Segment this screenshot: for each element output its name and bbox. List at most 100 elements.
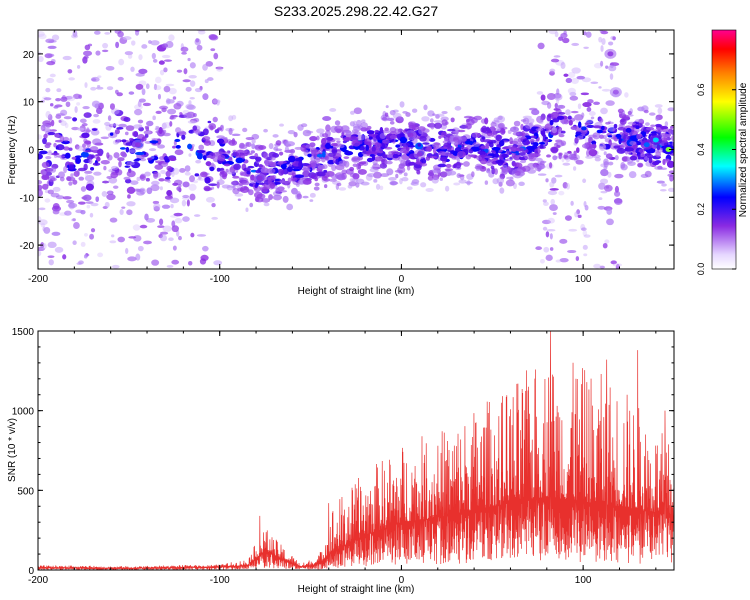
spectrogram-cell <box>38 250 42 257</box>
spectrogram-cell <box>119 36 128 44</box>
spectrogram-cell <box>644 170 652 178</box>
spectrogram-cell <box>602 242 608 249</box>
spectrogram-cell <box>526 145 535 150</box>
spectrogram-cell <box>425 187 434 192</box>
spectrogram-cell <box>46 60 56 66</box>
spectrogram-cell <box>379 185 384 191</box>
spectrogram-cell <box>153 83 158 91</box>
spectrogram-cell <box>530 135 537 139</box>
spectrogram-cell <box>608 41 614 46</box>
spectrogram-cell <box>498 140 505 147</box>
spectrogram-cell <box>419 136 427 142</box>
spectrogram-cell <box>76 169 80 176</box>
spectrogram-cell <box>272 134 279 138</box>
spectrogram-cell <box>38 207 46 211</box>
spectrogram-cell <box>76 127 85 131</box>
spectrogram-cell <box>158 218 164 226</box>
spectrogram-cell <box>542 199 547 203</box>
spectrogram-cell <box>526 118 535 124</box>
spectrogram-cell <box>141 88 146 96</box>
spectrogram-cell <box>320 156 326 163</box>
spectrogram-cell <box>337 143 345 149</box>
spectrogram-cell <box>535 128 544 132</box>
spectrogram-cell <box>585 118 594 124</box>
spectrogram-cell <box>406 186 413 191</box>
spectrogram-cell <box>334 125 344 133</box>
spectrogram-cell <box>117 157 125 162</box>
y-tick-label: 10 <box>23 98 35 109</box>
spectrogram-cell <box>222 173 227 180</box>
spectrogram-cell <box>68 164 75 170</box>
spectrogram-cell <box>357 134 365 141</box>
spectrogram-cell <box>74 106 78 114</box>
spectrogram-cell <box>77 64 81 69</box>
spectrogram-cell <box>92 138 102 146</box>
spectrogram-cell <box>667 187 674 193</box>
spectrogram-cell <box>440 156 448 162</box>
spectrogram-cell <box>212 116 218 123</box>
spectrogram-cell <box>114 129 120 135</box>
spectrogram-cell <box>143 130 153 135</box>
spectrogram-cell <box>440 151 451 156</box>
spectrogram-cell <box>600 45 604 52</box>
spectrogram-cell <box>159 69 165 76</box>
spectrogram-cell <box>501 146 509 150</box>
spectrogram-cell <box>614 198 623 206</box>
spectrogram-cell <box>325 124 331 132</box>
spectrogram-cell <box>628 171 637 179</box>
spectrogram-cell <box>546 154 552 158</box>
spectrogram-cell <box>182 79 191 83</box>
spectrogram-cell <box>133 124 143 129</box>
spectrogram-cell <box>151 180 160 186</box>
spectrogram-cell <box>433 142 440 149</box>
spectrogram-cell <box>491 146 501 151</box>
spectrogram-cell <box>647 153 654 159</box>
spectrogram-cell <box>607 51 614 57</box>
spectrogram-cell <box>66 199 75 204</box>
spectrogram-cell <box>471 142 481 147</box>
y-tick-label: 0 <box>28 566 34 577</box>
spectrogram-cell <box>182 216 190 222</box>
spectrogram-cell <box>445 121 449 125</box>
spectrogram-cell <box>110 171 118 179</box>
spectrogram-cell <box>560 140 567 146</box>
spectrogram-cell <box>534 164 543 172</box>
spectrogram-cell <box>286 203 294 211</box>
spectrogram-cell <box>144 213 149 221</box>
spectrogram-cell <box>278 190 288 193</box>
spectrogram-cell <box>576 135 584 141</box>
spectrogram-cell <box>554 174 563 178</box>
spectrogram-cell <box>228 139 238 146</box>
spectrogram-cell <box>214 129 220 134</box>
spectrogram-cell <box>429 118 434 123</box>
spectrogram-cell <box>90 166 95 171</box>
spectrogram-cell <box>91 100 101 108</box>
spectrogram-cell <box>158 178 165 182</box>
spectrogram-cell <box>545 129 550 134</box>
spectrogram-cell <box>637 154 641 160</box>
spectrogram-cell <box>593 101 600 105</box>
spectrogram-cell <box>74 155 83 158</box>
spectrogram-cell <box>245 207 249 213</box>
spectrogram-cell <box>565 157 571 163</box>
spectrogram-cell <box>153 85 162 91</box>
spectrogram-cell <box>561 155 565 163</box>
spectrogram-cell <box>51 34 60 41</box>
spectrogram-cell <box>570 126 578 130</box>
spectrogram-cell <box>109 132 114 136</box>
spectrogram-cell <box>489 142 494 148</box>
spectrogram-cell <box>482 139 492 143</box>
colorbar-tick-label: 0.0 <box>696 263 706 276</box>
spectrogram-cell <box>89 212 94 218</box>
spectrogram-cell <box>127 256 137 262</box>
spectrogram-cell <box>495 159 505 164</box>
spectrogram-cell <box>558 190 565 196</box>
spectrogram-cell <box>208 123 217 130</box>
spectrogram-cell <box>550 130 559 136</box>
spectrogram-cell <box>188 260 193 266</box>
spectrogram-cell <box>231 133 241 137</box>
spectrogram-cell <box>591 140 597 145</box>
spectrogram-cell <box>189 80 196 87</box>
spectrogram-cell <box>174 138 181 142</box>
spectrogram-cell <box>138 68 148 74</box>
